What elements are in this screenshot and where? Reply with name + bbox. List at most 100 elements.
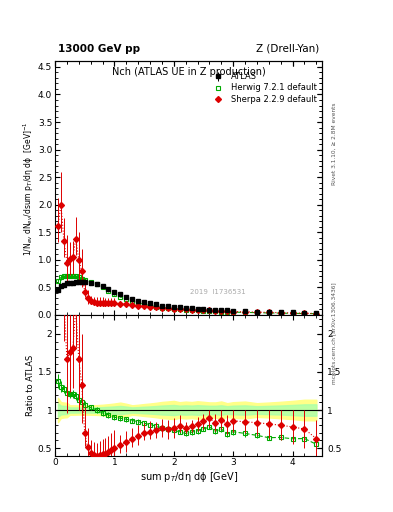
Sherpa 2.2.9 default	[124, 302, 129, 308]
Herwig 7.2.1 default	[189, 307, 194, 313]
Sherpa 2.2.9 default	[154, 304, 158, 310]
Sherpa 2.2.9 default	[83, 289, 87, 295]
Sherpa 2.2.9 default	[266, 309, 271, 315]
Herwig 7.2.1 default	[290, 310, 295, 316]
Herwig 7.2.1 default	[70, 273, 75, 280]
Sherpa 2.2.9 default	[201, 307, 206, 313]
Herwig 7.2.1 default	[94, 281, 99, 287]
Sherpa 2.2.9 default	[109, 300, 114, 306]
Herwig 7.2.1 default	[171, 306, 176, 312]
Sherpa 2.2.9 default	[171, 306, 176, 312]
Herwig 7.2.1 default	[302, 310, 307, 316]
Herwig 7.2.1 default	[73, 273, 78, 280]
Sherpa 2.2.9 default	[225, 308, 230, 314]
Sherpa 2.2.9 default	[302, 310, 307, 316]
Herwig 7.2.1 default	[213, 308, 218, 314]
Herwig 7.2.1 default	[201, 308, 206, 314]
Sherpa 2.2.9 default	[118, 301, 123, 307]
Sherpa 2.2.9 default	[213, 308, 218, 314]
Text: Rivet 3.1.10, ≥ 2.8M events: Rivet 3.1.10, ≥ 2.8M events	[332, 102, 337, 185]
Sherpa 2.2.9 default	[85, 295, 90, 302]
Sherpa 2.2.9 default	[314, 310, 319, 316]
Sherpa 2.2.9 default	[207, 307, 212, 313]
Text: Z (Drell-Yan): Z (Drell-Yan)	[256, 44, 320, 54]
Sherpa 2.2.9 default	[62, 238, 66, 244]
Sherpa 2.2.9 default	[100, 300, 105, 306]
Text: mcplots.cern.ch [arXiv:1306.3436]: mcplots.cern.ch [arXiv:1306.3436]	[332, 282, 337, 383]
Herwig 7.2.1 default	[278, 310, 283, 316]
Herwig 7.2.1 default	[314, 311, 319, 317]
Herwig 7.2.1 default	[56, 278, 61, 284]
Herwig 7.2.1 default	[124, 296, 129, 302]
Sherpa 2.2.9 default	[165, 305, 170, 311]
Herwig 7.2.1 default	[225, 309, 230, 315]
X-axis label: sum p$_T$/dη dϕ [GeV]: sum p$_T$/dη dϕ [GeV]	[140, 470, 238, 484]
Sherpa 2.2.9 default	[76, 257, 81, 263]
Sherpa 2.2.9 default	[73, 236, 78, 242]
Sherpa 2.2.9 default	[136, 303, 141, 309]
Sherpa 2.2.9 default	[91, 299, 96, 305]
Sherpa 2.2.9 default	[103, 300, 108, 306]
Text: Nch (ATLAS UE in Z production): Nch (ATLAS UE in Z production)	[112, 67, 266, 76]
Herwig 7.2.1 default	[118, 293, 123, 300]
Sherpa 2.2.9 default	[112, 300, 117, 306]
Herwig 7.2.1 default	[148, 303, 152, 309]
Herwig 7.2.1 default	[106, 288, 111, 294]
Text: 2019  I1736531: 2019 I1736531	[190, 289, 246, 294]
Herwig 7.2.1 default	[112, 291, 117, 297]
Herwig 7.2.1 default	[266, 310, 271, 316]
Herwig 7.2.1 default	[100, 284, 105, 290]
Sherpa 2.2.9 default	[219, 308, 224, 314]
Y-axis label: Ratio to ATLAS: Ratio to ATLAS	[26, 355, 35, 416]
Herwig 7.2.1 default	[62, 273, 66, 280]
Sherpa 2.2.9 default	[130, 302, 134, 308]
Herwig 7.2.1 default	[160, 305, 164, 311]
Sherpa 2.2.9 default	[94, 300, 99, 306]
Text: 13000 GeV pp: 13000 GeV pp	[58, 44, 140, 54]
Sherpa 2.2.9 default	[97, 300, 102, 306]
Herwig 7.2.1 default	[243, 309, 248, 315]
Herwig 7.2.1 default	[183, 307, 188, 313]
Sherpa 2.2.9 default	[88, 298, 93, 304]
Herwig 7.2.1 default	[219, 309, 224, 315]
Sherpa 2.2.9 default	[142, 303, 147, 309]
Sherpa 2.2.9 default	[183, 306, 188, 312]
Herwig 7.2.1 default	[142, 302, 147, 308]
Sherpa 2.2.9 default	[177, 306, 182, 312]
Sherpa 2.2.9 default	[231, 309, 235, 315]
Herwig 7.2.1 default	[136, 300, 141, 306]
Sherpa 2.2.9 default	[160, 305, 164, 311]
Herwig 7.2.1 default	[255, 310, 259, 316]
Sherpa 2.2.9 default	[56, 223, 61, 229]
Herwig 7.2.1 default	[154, 304, 158, 310]
Herwig 7.2.1 default	[79, 275, 84, 282]
Line: Herwig 7.2.1 default: Herwig 7.2.1 default	[55, 274, 319, 316]
Sherpa 2.2.9 default	[70, 254, 75, 260]
Herwig 7.2.1 default	[88, 279, 93, 285]
Herwig 7.2.1 default	[130, 298, 134, 304]
Herwig 7.2.1 default	[76, 274, 81, 281]
Sherpa 2.2.9 default	[79, 268, 84, 274]
Herwig 7.2.1 default	[231, 309, 235, 315]
Sherpa 2.2.9 default	[290, 310, 295, 316]
Line: Sherpa 2.2.9 default: Sherpa 2.2.9 default	[56, 203, 318, 315]
Sherpa 2.2.9 default	[255, 309, 259, 315]
Herwig 7.2.1 default	[59, 274, 63, 281]
Herwig 7.2.1 default	[177, 306, 182, 312]
Herwig 7.2.1 default	[83, 276, 87, 283]
Herwig 7.2.1 default	[68, 273, 72, 280]
Sherpa 2.2.9 default	[68, 255, 72, 262]
Sherpa 2.2.9 default	[59, 202, 63, 208]
Legend: ATLAS, Herwig 7.2.1 default, Sherpa 2.2.9 default: ATLAS, Herwig 7.2.1 default, Sherpa 2.2.…	[207, 71, 318, 105]
Sherpa 2.2.9 default	[243, 309, 248, 315]
Sherpa 2.2.9 default	[195, 307, 200, 313]
Sherpa 2.2.9 default	[106, 300, 111, 306]
Y-axis label: 1/N$_{ev}$ dN$_{ev}$/dsum p$_T$/dη dϕ  [GeV]$^{-1}$: 1/N$_{ev}$ dN$_{ev}$/dsum p$_T$/dη dϕ [G…	[22, 121, 37, 255]
Sherpa 2.2.9 default	[189, 307, 194, 313]
Sherpa 2.2.9 default	[278, 310, 283, 316]
Herwig 7.2.1 default	[207, 308, 212, 314]
Herwig 7.2.1 default	[165, 305, 170, 311]
Herwig 7.2.1 default	[64, 273, 69, 280]
Sherpa 2.2.9 default	[148, 304, 152, 310]
Sherpa 2.2.9 default	[64, 260, 69, 266]
